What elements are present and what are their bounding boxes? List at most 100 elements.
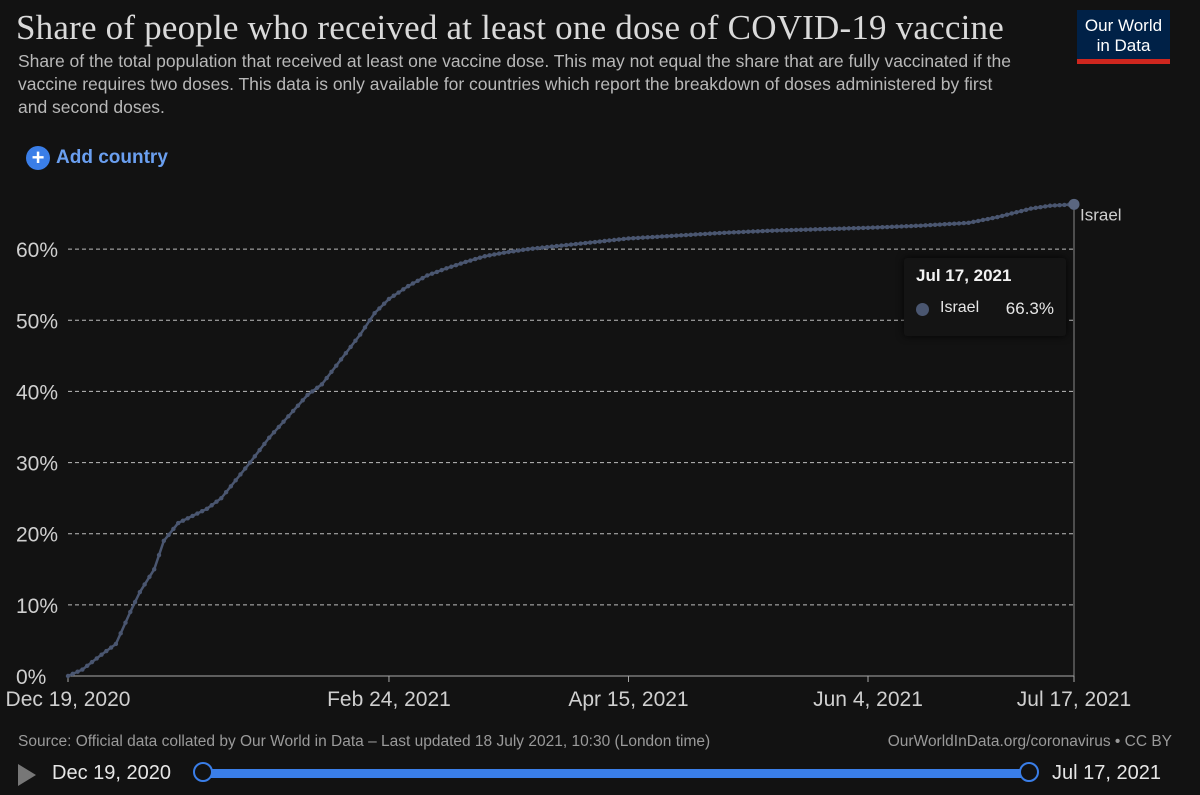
x-tick-label: Jul 17, 2021 bbox=[1017, 688, 1131, 711]
data-point bbox=[798, 227, 804, 232]
data-point bbox=[650, 234, 655, 240]
data-point bbox=[520, 247, 526, 253]
data-point bbox=[870, 225, 875, 230]
data-point bbox=[726, 230, 732, 235]
data-point bbox=[152, 567, 157, 572]
data-point bbox=[975, 218, 981, 224]
data-point bbox=[319, 382, 325, 387]
data-point bbox=[343, 350, 349, 356]
data-point bbox=[779, 228, 784, 233]
data-point bbox=[980, 217, 986, 223]
data-point bbox=[640, 235, 646, 240]
data-point bbox=[80, 667, 85, 672]
data-point bbox=[199, 508, 205, 514]
source-link[interactable]: OurWorldInData.org/coronavirus • CC BY bbox=[887, 733, 1172, 750]
data-point bbox=[1038, 204, 1043, 210]
data-point bbox=[324, 375, 329, 381]
data-point bbox=[511, 249, 516, 254]
plus-circle-icon: + bbox=[26, 146, 50, 170]
data-point bbox=[861, 225, 866, 231]
data-point bbox=[1028, 206, 1034, 211]
data-point bbox=[410, 281, 416, 286]
data-point bbox=[607, 238, 612, 243]
data-point bbox=[425, 273, 430, 278]
data-point bbox=[990, 215, 995, 221]
data-point bbox=[444, 266, 449, 271]
data-point bbox=[774, 228, 780, 233]
data-point bbox=[875, 225, 880, 230]
data-point bbox=[894, 224, 899, 229]
data-point bbox=[482, 254, 487, 259]
data-point bbox=[434, 269, 440, 275]
data-point bbox=[923, 223, 928, 228]
data-point bbox=[645, 235, 650, 240]
data-point bbox=[75, 669, 80, 674]
data-point bbox=[401, 287, 406, 292]
data-point bbox=[813, 227, 818, 232]
data-point bbox=[655, 234, 660, 239]
data-point bbox=[190, 513, 195, 519]
data-point bbox=[961, 220, 967, 226]
data-point bbox=[851, 226, 856, 231]
data-point bbox=[338, 357, 344, 362]
data-point bbox=[587, 240, 593, 245]
data-point bbox=[487, 253, 492, 258]
tooltip-series-name: Israel bbox=[940, 299, 980, 316]
data-point bbox=[142, 582, 147, 587]
timeline-track[interactable] bbox=[203, 769, 1029, 778]
data-point bbox=[219, 495, 224, 501]
data-point bbox=[420, 275, 425, 281]
data-point bbox=[305, 392, 310, 398]
data-point bbox=[822, 226, 828, 232]
data-point bbox=[999, 213, 1005, 219]
play-icon[interactable] bbox=[18, 764, 36, 786]
data-point bbox=[664, 233, 670, 239]
data-point bbox=[161, 538, 167, 544]
data-point bbox=[132, 599, 138, 605]
data-point bbox=[516, 248, 521, 253]
y-tick-label: 10% bbox=[16, 595, 58, 618]
owid-logo[interactable]: Our World in Data bbox=[1077, 10, 1170, 64]
data-point bbox=[928, 222, 933, 228]
data-point bbox=[458, 261, 464, 266]
data-point bbox=[99, 652, 104, 657]
data-point bbox=[108, 645, 114, 650]
data-point bbox=[84, 663, 90, 669]
data-point bbox=[827, 226, 832, 232]
data-point bbox=[693, 232, 698, 237]
data-point bbox=[209, 503, 214, 508]
add-country-button[interactable]: + Add country bbox=[26, 146, 168, 170]
data-point bbox=[175, 520, 181, 526]
data-point bbox=[128, 609, 133, 615]
data-point bbox=[631, 235, 636, 241]
data-point bbox=[506, 249, 511, 255]
data-point bbox=[439, 267, 444, 273]
data-point bbox=[683, 232, 689, 238]
data-point bbox=[865, 225, 871, 230]
data-point bbox=[415, 278, 420, 284]
data-point bbox=[971, 219, 976, 225]
data-point bbox=[913, 223, 919, 229]
data-point bbox=[525, 246, 531, 252]
data-point bbox=[564, 242, 569, 248]
data-point bbox=[267, 435, 272, 440]
timeline-end-handle[interactable] bbox=[1019, 762, 1039, 782]
data-point bbox=[281, 419, 286, 424]
data-point bbox=[602, 238, 607, 244]
data-point bbox=[621, 236, 626, 242]
data-point bbox=[396, 290, 401, 295]
data-point bbox=[449, 264, 454, 269]
data-point bbox=[1033, 205, 1038, 211]
timeline-start-handle[interactable] bbox=[193, 762, 213, 782]
data-point bbox=[468, 258, 473, 263]
data-point bbox=[238, 472, 243, 477]
data-point bbox=[583, 240, 588, 246]
data-point bbox=[1019, 208, 1024, 214]
data-point bbox=[377, 306, 382, 311]
data-point bbox=[104, 648, 109, 654]
data-point bbox=[295, 403, 301, 408]
data-point bbox=[118, 631, 123, 636]
series-markers bbox=[65, 202, 1077, 679]
data-point bbox=[884, 224, 890, 230]
data-point bbox=[113, 641, 119, 647]
